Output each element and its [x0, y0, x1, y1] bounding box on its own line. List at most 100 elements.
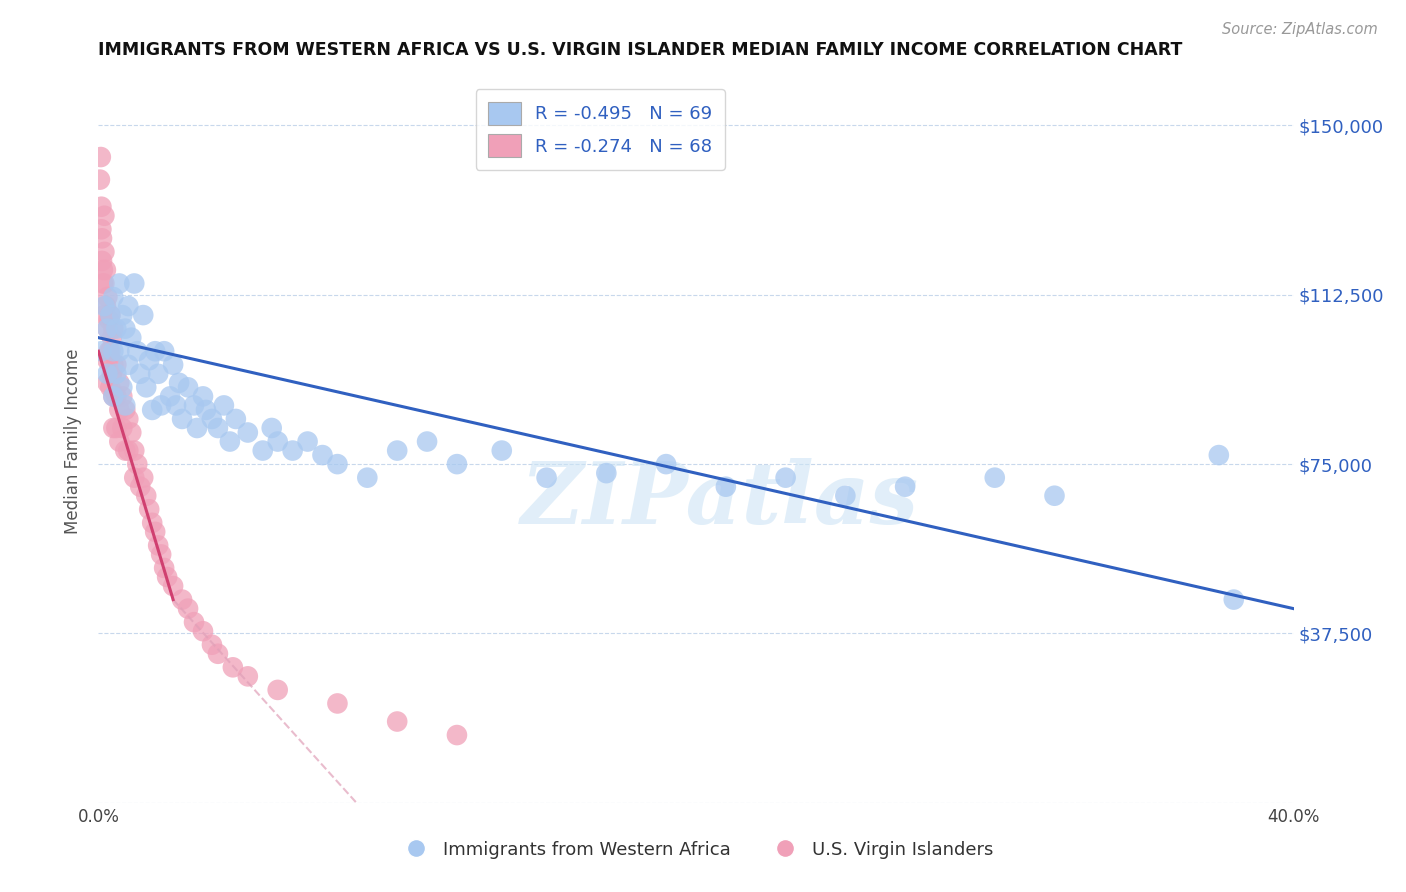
Point	[135, 380, 157, 394]
Point	[162, 579, 184, 593]
Point	[96, 367, 118, 381]
Point	[491, 443, 513, 458]
Point	[984, 470, 1007, 484]
Point	[103, 321, 125, 335]
Point	[93, 308, 115, 322]
Point	[153, 344, 176, 359]
Point	[177, 380, 200, 394]
Point	[117, 358, 139, 372]
Point	[162, 358, 184, 372]
Point	[172, 412, 194, 426]
Point	[114, 321, 136, 335]
Point	[207, 647, 229, 661]
Point	[129, 480, 152, 494]
Point	[117, 299, 139, 313]
Point	[103, 290, 125, 304]
Point	[111, 421, 134, 435]
Point	[90, 344, 112, 359]
Point	[103, 421, 125, 435]
Point	[150, 548, 173, 562]
Point	[165, 398, 187, 412]
Point	[120, 425, 142, 440]
Point	[138, 502, 160, 516]
Point	[120, 331, 142, 345]
Point	[90, 200, 112, 214]
Point	[156, 570, 179, 584]
Point	[91, 231, 114, 245]
Point	[236, 425, 259, 440]
Point	[97, 312, 120, 326]
Point	[385, 714, 409, 729]
Point	[385, 443, 409, 458]
Point	[297, 434, 319, 449]
Point	[108, 376, 131, 390]
Point	[536, 470, 558, 484]
Point	[111, 308, 134, 322]
Point	[1043, 489, 1066, 503]
Point	[117, 443, 139, 458]
Point	[326, 697, 349, 711]
Point	[91, 277, 114, 291]
Point	[114, 403, 136, 417]
Point	[167, 376, 190, 390]
Text: IMMIGRANTS FROM WESTERN AFRICA VS U.S. VIRGIN ISLANDER MEDIAN FAMILY INCOME CORR: IMMIGRANTS FROM WESTERN AFRICA VS U.S. V…	[98, 41, 1182, 59]
Point	[311, 448, 333, 462]
Point	[191, 624, 214, 639]
Point	[105, 367, 128, 381]
Point	[236, 669, 259, 683]
Point	[225, 412, 247, 426]
Point	[96, 353, 118, 368]
Point	[103, 358, 125, 372]
Point	[108, 434, 131, 449]
Point	[93, 299, 115, 313]
Point	[148, 367, 170, 381]
Point	[97, 344, 120, 359]
Point	[281, 443, 304, 458]
Point	[714, 480, 737, 494]
Point	[89, 172, 111, 186]
Point	[159, 389, 181, 403]
Point	[201, 412, 224, 426]
Point	[141, 403, 163, 417]
Point	[183, 398, 205, 412]
Point	[101, 367, 124, 381]
Point	[191, 389, 214, 403]
Point	[127, 344, 149, 359]
Point	[143, 344, 166, 359]
Point	[446, 457, 468, 471]
Point	[93, 277, 115, 291]
Point	[108, 344, 131, 359]
Point	[446, 728, 468, 742]
Point	[117, 412, 139, 426]
Point	[114, 443, 136, 458]
Point	[212, 398, 235, 412]
Point	[105, 421, 128, 435]
Point	[177, 601, 200, 615]
Point	[326, 457, 349, 471]
Point	[91, 253, 114, 268]
Point	[94, 263, 117, 277]
Point	[138, 353, 160, 368]
Point	[222, 660, 245, 674]
Point	[129, 367, 152, 381]
Point	[143, 524, 166, 539]
Point	[93, 244, 115, 259]
Point	[894, 480, 917, 494]
Point	[267, 682, 290, 697]
Point	[141, 516, 163, 530]
Point	[111, 389, 134, 403]
Point	[127, 457, 149, 471]
Point	[135, 489, 157, 503]
Point	[108, 403, 131, 417]
Point	[96, 321, 118, 335]
Point	[111, 380, 134, 394]
Point	[260, 421, 283, 435]
Point	[96, 376, 118, 390]
Point	[98, 308, 122, 322]
Point	[114, 398, 136, 412]
Point	[108, 277, 131, 291]
Point	[252, 443, 274, 458]
Point	[172, 592, 194, 607]
Point	[98, 308, 122, 322]
Point	[356, 470, 378, 484]
